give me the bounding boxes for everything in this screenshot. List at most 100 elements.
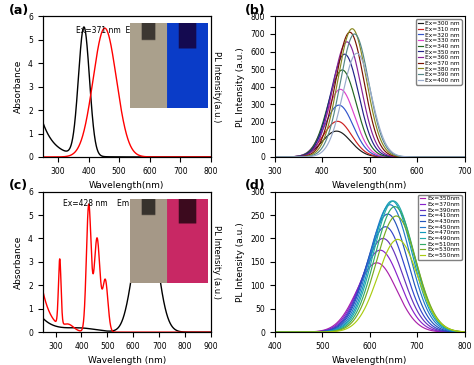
Ex=360 nm — [462, 155, 467, 159]
Ex=410nm — [356, 288, 361, 292]
Ex=450nm — [292, 330, 297, 334]
Ex=340 nm — [349, 85, 355, 90]
Ex=380 nm — [356, 39, 362, 43]
Ex=300 nm — [356, 147, 362, 151]
Ex=510nm — [356, 306, 361, 311]
Ex=320 nm — [420, 155, 426, 159]
Ex=340 nm — [272, 155, 278, 159]
Legend: Ex=350nm, Ex=370nm, Ex=390nm, Ex=410nm, Ex=430nm, Ex=450nm, Ex=470nm, Ex=490nm, : Ex=350nm, Ex=370nm, Ex=390nm, Ex=410nm, … — [418, 195, 462, 260]
Ex=400 nm — [292, 155, 297, 159]
Ex=410nm — [383, 224, 388, 229]
Ex=510nm — [420, 284, 426, 288]
Ex=430nm — [385, 212, 391, 216]
Ex=320 nm — [462, 155, 467, 159]
Ex=430nm — [462, 330, 467, 334]
Y-axis label: PL Intensity(a.u.): PL Intensity(a.u.) — [212, 51, 221, 122]
Y-axis label: PL Intensity (a.u.): PL Intensity (a.u.) — [212, 225, 221, 299]
Ex=370 nm — [347, 30, 353, 34]
Line: Ex=390nm: Ex=390nm — [275, 238, 465, 332]
Ex=390nm — [380, 236, 386, 241]
Ex=300 nm — [462, 155, 467, 159]
Ex=320 nm — [349, 120, 355, 125]
Ex=360 nm — [356, 73, 362, 77]
Ex=450nm — [420, 297, 426, 302]
Ex=360 nm — [349, 46, 355, 50]
X-axis label: Wavelength(nm): Wavelength(nm) — [332, 357, 408, 365]
Ex=310 nm — [272, 155, 278, 159]
Line: Ex=370 nm: Ex=370 nm — [275, 32, 465, 157]
Ex=380 nm — [349, 27, 355, 31]
Ex=350 nm — [424, 155, 429, 159]
Ex=410nm — [424, 317, 429, 322]
Ex=380 nm — [462, 155, 467, 159]
Ex=450nm — [402, 235, 408, 239]
Ex=370 nm — [402, 155, 408, 159]
Ex=390 nm — [356, 37, 362, 41]
Ex=400 nm — [272, 155, 278, 159]
Ex=530nm — [402, 225, 408, 230]
Ex=370 nm — [349, 31, 355, 36]
Ex=510nm — [349, 318, 355, 323]
Ex=550nm — [356, 317, 361, 321]
Ex=350nm — [292, 330, 297, 334]
Ex=360 nm — [292, 155, 297, 159]
Ex=430nm — [272, 330, 278, 334]
Line: Ex=410nm: Ex=410nm — [275, 227, 465, 332]
Ex=550nm — [424, 297, 429, 301]
Ex=490nm — [272, 330, 278, 334]
Ex=370nm — [377, 248, 383, 252]
Text: Ex=428 nm: Ex=428 nm — [63, 199, 108, 208]
Ex=450nm — [349, 310, 355, 315]
Ex=320 nm — [336, 103, 342, 107]
Ex=530nm — [356, 311, 361, 315]
Ex=340 nm — [292, 154, 297, 159]
Ex=350nm — [356, 285, 361, 289]
Ex=490nm — [424, 297, 429, 301]
Ex=410nm — [462, 330, 467, 334]
Ex=450nm — [462, 330, 467, 334]
Ex=370 nm — [420, 155, 426, 159]
Ex=490nm — [356, 302, 361, 306]
Ex=400 nm — [420, 155, 426, 159]
Ex=300 nm — [424, 155, 429, 159]
Ex=360 nm — [344, 40, 350, 44]
Text: (a): (a) — [9, 4, 29, 17]
Ex=550nm — [395, 237, 401, 242]
Ex=370 nm — [272, 155, 278, 159]
Ex=320 nm — [402, 155, 408, 159]
Ex=490nm — [402, 220, 408, 224]
Ex=490nm — [462, 330, 467, 334]
Y-axis label: PL Intensity (a.u.): PL Intensity (a.u.) — [236, 47, 245, 127]
Ex=530nm — [462, 330, 467, 334]
Ex=390nm — [462, 330, 467, 334]
Line: Ex=530nm: Ex=530nm — [275, 216, 465, 332]
Ex=340 nm — [462, 155, 467, 159]
Ex=470nm — [420, 291, 426, 295]
Ex=350 nm — [462, 155, 467, 159]
Ex=470nm — [356, 298, 361, 303]
Line: Ex=340 nm: Ex=340 nm — [275, 70, 465, 157]
Ex=510nm — [292, 330, 297, 334]
Line: Ex=380 nm: Ex=380 nm — [275, 29, 465, 157]
Ex=330 nm — [292, 154, 297, 159]
Ex=470nm — [424, 300, 429, 305]
Text: (c): (c) — [9, 179, 28, 192]
Ex=320 nm — [292, 154, 297, 159]
Ex=410nm — [349, 305, 355, 309]
Y-axis label: Absorbance: Absorbance — [13, 235, 22, 289]
Ex=360 nm — [272, 155, 278, 159]
Ex=390nm — [424, 321, 429, 326]
Ex=400 nm — [402, 154, 408, 159]
Ex=550nm — [349, 324, 355, 328]
Line: Ex=310 nm: Ex=310 nm — [275, 121, 465, 157]
Ex=380 nm — [402, 155, 408, 159]
Ex=300 nm — [292, 154, 297, 159]
Ex=350nm — [420, 325, 426, 330]
Line: Ex=320 nm: Ex=320 nm — [275, 105, 465, 157]
Text: (d): (d) — [245, 179, 265, 192]
Ex=470nm — [272, 330, 278, 334]
Ex=430nm — [356, 290, 361, 295]
Ex=550nm — [462, 330, 467, 334]
Ex=360 nm — [424, 155, 429, 159]
Ex=430nm — [424, 312, 429, 316]
